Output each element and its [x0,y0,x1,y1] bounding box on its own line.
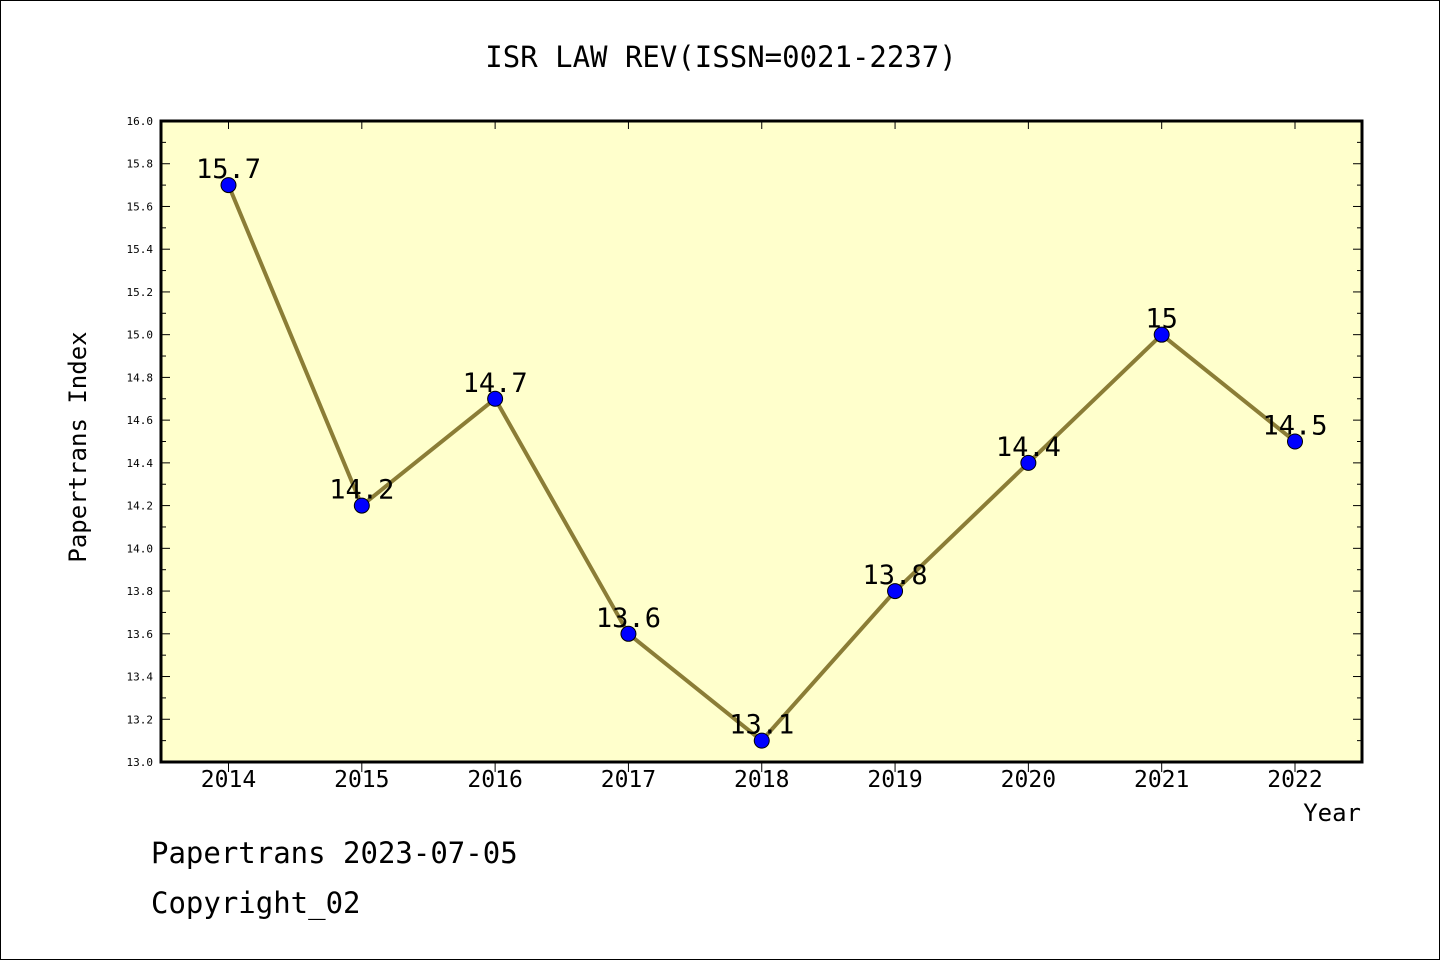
y-tick-label: 14.4 [127,457,154,470]
data-point-marker [353,497,370,514]
x-tick-label: 2018 [734,767,789,793]
x-tick-label: 2014 [201,767,256,793]
data-point-marker [1020,454,1037,471]
plot-area [161,121,1362,762]
footer-date-text: Papertrans 2023-07-05 [151,836,518,870]
y-tick-label: 14.0 [127,542,154,555]
y-tick-label: 13.8 [127,585,154,598]
data-point-label: 15.7 [196,154,261,185]
y-tick-label: 13.6 [127,628,154,641]
x-tick-label: 2015 [334,767,389,793]
data-labels: 15.7 14.2 14.7 13.6 13.1 13.8 14.4 15 14.5 [196,154,1328,741]
data-point-label: 14.7 [463,368,528,399]
x-tick-label: 2021 [1134,767,1189,793]
y-tick-label: 15.8 [127,158,154,171]
plot-border [159,119,1364,764]
y-tick-label: 15.6 [127,200,154,213]
data-point-marker [753,732,770,749]
data-point-label: 14.2 [329,475,394,506]
y-axis-label: Papertrans Index [64,331,92,562]
y-tick-label: 13.2 [127,713,154,726]
y-tick-label: 14.6 [127,414,154,427]
data-point-label: 14.4 [996,432,1061,463]
data-point-marker [887,583,904,600]
data-point-label: 13.6 [596,603,661,634]
data-point-label: 14.5 [1262,411,1327,442]
y-tick-label: 13.0 [127,756,154,769]
data-point-label: 13.8 [863,560,928,591]
data-point-label: 15 [1145,304,1178,335]
y-tick-label: 15.2 [127,286,154,299]
y-tick-label: 13.4 [127,671,154,684]
data-point-marker [1153,326,1170,343]
y-axis-tick-labels: 13.0 13.2 13.4 13.6 13.8 14.0 14.2 14.4 14.6 14.8… [127,115,154,769]
y-tick-label: 14.2 [127,500,154,513]
data-point-marker [1287,433,1303,450]
y-tick-label: 16.0 [127,115,154,128]
x-tick-label: 2022 [1267,767,1322,793]
chart-title: ISR LAW REV(ISSN=0021-2237) [485,40,956,74]
x-tick-label: 2019 [867,767,922,793]
y-tick-label: 14.8 [127,371,154,384]
data-point-marker [220,177,237,194]
y-tick-label: 15.4 [127,243,154,256]
x-axis-label: Year [1303,799,1361,827]
data-markers [220,177,1303,749]
data-point-label: 13.1 [729,710,794,741]
data-point-marker [620,625,637,642]
x-tick-label: 2020 [1001,767,1056,793]
data-point-marker [487,390,504,407]
x-tick-label: 2016 [467,767,522,793]
footer-copyright-text: Copyright_02 [151,886,361,920]
x-axis-tick-labels: 2014 2015 2016 2017 2018 2019 2020 2021 2022 [201,767,1323,793]
x-tick-label: 2017 [601,767,656,793]
y-tick-label: 15.0 [127,329,154,342]
